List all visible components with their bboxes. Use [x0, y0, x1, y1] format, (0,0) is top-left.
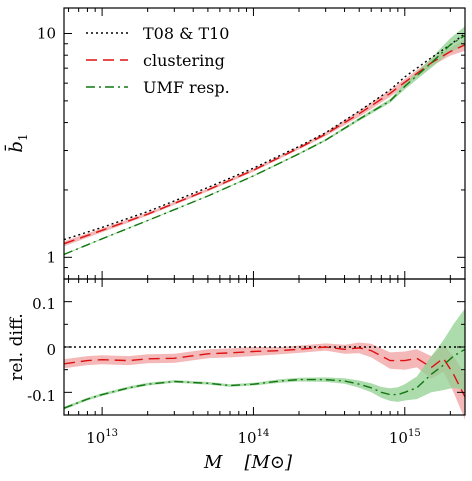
top-panel-frame — [63, 7, 466, 280]
bottom-y-axis-label: rel. diff. — [7, 313, 27, 381]
bottom-panel-frame — [63, 278, 466, 416]
bottom-line-umf-resp- — [63, 348, 466, 409]
legend-label-clustering: clustering — [143, 51, 225, 70]
top-line-clustering — [63, 44, 466, 245]
top-y-tick-label: 1 — [46, 248, 56, 266]
bottom-band-umf-resp- — [64, 308, 465, 410]
axis-ticks — [64, 8, 465, 416]
bottom-panel-lines — [63, 346, 466, 409]
x-tick-label: 1015 — [389, 428, 421, 447]
x-tick-label: 1014 — [237, 428, 269, 447]
x-axis-label: M [M⊙] — [203, 452, 293, 473]
x-tick-label: 1013 — [86, 428, 118, 447]
legend-label-umf: UMF resp. — [143, 78, 230, 97]
top-panel-lines — [63, 32, 466, 256]
top-y-tick-label: 10 — [37, 25, 56, 43]
top-band-clustering — [64, 39, 465, 247]
top-line-umf-resp- — [63, 34, 466, 256]
bottom-y-tick-label: 0.1 — [32, 295, 56, 313]
legend-label-t08: T08 & T10 — [143, 24, 229, 43]
legend: T08 & T10 clustering UMF resp. — [86, 24, 230, 97]
bottom-line-clustering — [63, 346, 466, 398]
bottom-y-tick-label: 0 — [46, 341, 56, 359]
bottom-band-clustering — [64, 342, 465, 420]
top-y-axis-label: b̄1 — [3, 133, 30, 152]
bottom-panel-bands — [64, 308, 465, 420]
top-line-t08-t10 — [63, 32, 466, 241]
bottom-y-tick-label: -0.1 — [27, 387, 56, 405]
